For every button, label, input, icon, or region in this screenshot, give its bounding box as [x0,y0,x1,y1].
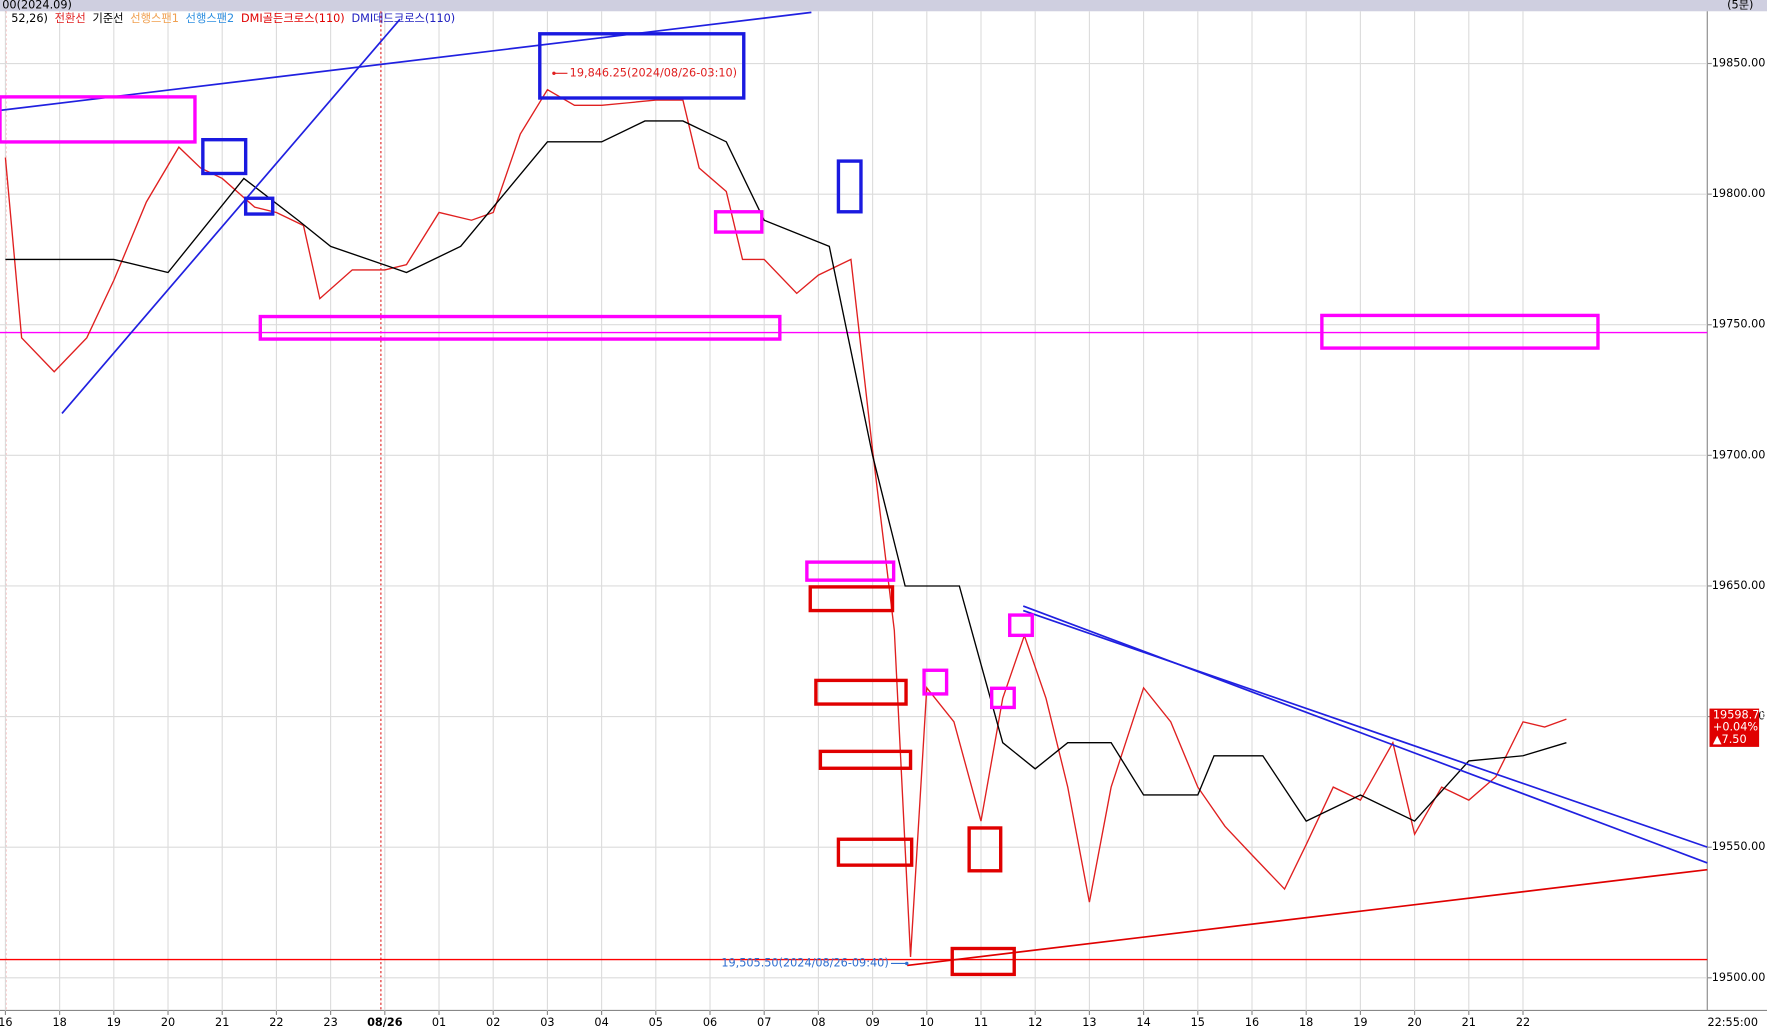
x-tick-label: 20 [161,1016,175,1029]
x-tick-label: 12 [1028,1016,1042,1029]
x-tick-label: 19 [1353,1016,1367,1029]
legend-entry: DMI골든크로스(110) [241,12,345,25]
x-tick-label: 07 [757,1016,771,1029]
series-line [4,88,1567,958]
y-tick-label: 19650.00 [1712,579,1766,592]
y-tick-label: 19700.00 [1712,448,1766,461]
x-tick-label: 22 [1516,1016,1530,1029]
highlight-box [808,585,895,613]
x-tick-label: 21 [215,1016,229,1029]
highlight-box [818,749,913,770]
y-tick-label: 19550.00 [1712,840,1766,853]
x-tick-label: 09 [865,1016,879,1029]
highlight-box [201,137,248,176]
drawings [0,11,1708,977]
highlight-box [1320,313,1600,350]
trend-line [0,11,812,112]
x-tick-label: 21 [1462,1016,1476,1029]
x-tick-label: 08 [811,1016,825,1029]
highlight-box [805,560,896,582]
x-tick-label: 10 [920,1016,934,1029]
trend-line [1022,605,1708,864]
x-tick-label: 23 [323,1016,337,1029]
price-box [1709,708,1760,747]
header-title: 00(2024.09) [2,0,72,12]
period-label: (5분) [1727,0,1753,12]
highlight-box [836,159,863,214]
highlight-box [258,314,782,341]
x-tick-label: 18 [52,1016,66,1029]
trend-line [61,18,401,414]
trend-line [1022,609,1708,848]
highlight-box [989,686,1016,710]
highlight-box [922,668,949,696]
x-tick-label: 01 [432,1016,446,1029]
x-tick-label: 16 [0,1016,13,1029]
x-end-label: 22:55:00 [1707,1016,1758,1029]
y-tick-label: 19800.00 [1712,187,1766,200]
trend-line [907,868,1708,967]
price-label: 19598.75 [1713,708,1767,721]
legend-entry: 선행스팬1 [130,12,179,25]
annotation-point [552,71,556,75]
highlight-box [1008,613,1034,638]
x-tick-label: 15 [1191,1016,1205,1029]
x-tick-label: 22 [269,1016,283,1029]
x-tick-label: 13 [1082,1016,1096,1029]
x-tick-label: 11 [974,1016,988,1029]
legend-entry: 선행스팬2 [186,12,235,25]
x-tick-label: 04 [594,1016,608,1029]
y-tick-label: 19750.00 [1712,318,1766,331]
legend-entry: 52,26) [11,12,48,25]
x-tick-label: 14 [1136,1016,1150,1029]
x-tick-label: 06 [703,1016,717,1029]
x-tick-label: 20 [1407,1016,1421,1029]
x-tick-label: 03 [540,1016,554,1029]
y-tick-label: 19850.00 [1712,57,1766,70]
highlight-box [836,837,914,867]
highlight-box [967,826,1003,873]
highlight-box [713,210,764,234]
highlight-box [243,196,275,216]
series-line [5,120,1567,822]
price-change: +0.04% [1713,721,1758,734]
x-tick-label: 05 [649,1016,663,1029]
highlight-box [950,946,1016,977]
annotation-label: 19,846.25(2024/08/26-03:10) [570,66,737,79]
x-tick-label: 18 [1299,1016,1313,1029]
y-tick-label: 19500.00 [1712,971,1766,984]
annotation-label: 19,505.50(2024/08/26-09:40) [721,956,888,969]
x-tick-label: 02 [486,1016,500,1029]
highlight-box [814,678,908,706]
legend-entry: 전환선 [55,12,86,25]
x-tick-label: 16 [1245,1016,1259,1029]
legend-entry: 기준선 [92,12,123,25]
x-tick-label: 19 [107,1016,121,1029]
header-bar [0,0,1767,12]
highlight-box [0,95,197,144]
legend-entry: DMI데드크로스(110) [351,12,455,25]
highlight-box [538,32,746,100]
x-tick-label: 08/26 [367,1016,403,1029]
price-delta: ▲7.50 [1713,733,1747,746]
plot-layer [0,11,1708,1011]
